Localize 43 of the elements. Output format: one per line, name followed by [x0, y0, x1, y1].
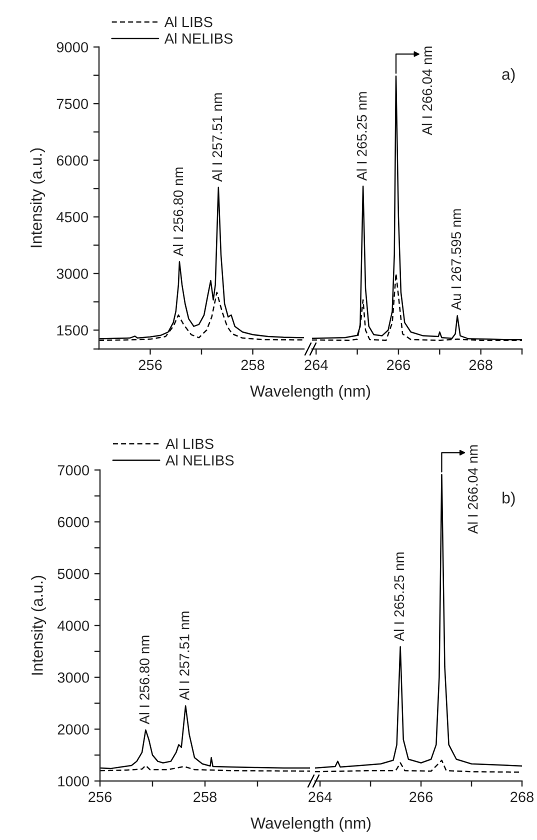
x-tick-label: 268 — [510, 792, 534, 802]
x-tick-label: 256 — [138, 360, 162, 370]
y-axis-title: Intensity (a.u.) — [30, 148, 46, 248]
y-tick-label: 4500 — [56, 212, 88, 222]
annotation: Al I 256.80 nm — [139, 636, 150, 724]
y-tick-label: 1500 — [57, 325, 88, 336]
line-series — [100, 705, 310, 770]
annotation: Al I 257.51 nm — [179, 612, 190, 700]
legend-label: Al NELIBS — [165, 454, 234, 466]
x-tick-label: 256 — [88, 792, 112, 802]
x-tick-label: 266 — [387, 360, 410, 370]
x-tick-label: 258 — [241, 360, 264, 370]
annotation: Al I 266.04 nm — [422, 46, 432, 136]
y-tick-label: 7500 — [56, 98, 88, 110]
y-tick-label: 6000 — [56, 155, 88, 166]
y-tick-label: 1000 — [58, 776, 90, 786]
y-tick-label: 3000 — [58, 672, 90, 683]
annotation: Al I 266.04 nm — [468, 445, 478, 534]
y-tick-label: 6000 — [58, 516, 90, 528]
x-axis-title: Wavelength (nm) — [250, 385, 370, 400]
y-tick-label: 5000 — [58, 568, 90, 580]
annotation: Al I 256.80 nm — [172, 168, 184, 256]
annotation: a) — [502, 68, 515, 84]
annotation: Al I 257.51 nm — [212, 93, 222, 182]
x-tick-label: 266 — [410, 792, 433, 802]
annotation: Au I 267.595 nm — [451, 209, 462, 310]
annotation: Al I 265.25 nm — [356, 92, 367, 181]
y-axis-title: Intensity (a.u.) — [31, 576, 46, 675]
x-tick-label: 268 — [469, 360, 492, 370]
y-tick-label: 3000 — [56, 268, 88, 279]
legend-label: Al NELIBS — [164, 33, 233, 44]
y-tick-label: 4000 — [57, 620, 90, 631]
x-axis-title: Wavelength (nm) — [250, 817, 371, 832]
x-tick-label: 258 — [194, 792, 217, 802]
y-tick-label: 9000 — [56, 42, 88, 52]
x-tick-label: 264 — [308, 792, 332, 802]
x-tick-label: 264 — [304, 360, 328, 370]
y-tick-label: 7000 — [58, 465, 90, 476]
annotation: b) — [502, 492, 515, 507]
y-tick-label: 2000 — [58, 724, 90, 735]
legend-label: Al LIBS — [164, 16, 212, 28]
annotation: Al I 265.25 nm — [394, 552, 404, 642]
legend-label: Al LIBS — [165, 438, 214, 450]
